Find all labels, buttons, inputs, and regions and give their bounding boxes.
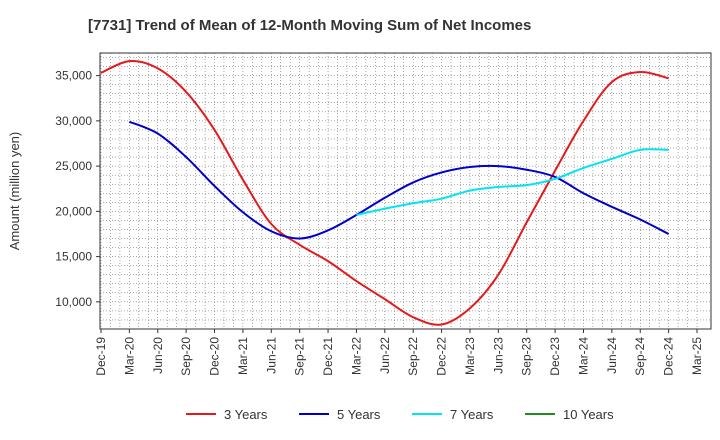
y-axis-ticks: 10,000 15,000 20,000 25,000 30,000 35,000 <box>55 69 100 309</box>
x-tick-label: Dec-22 <box>435 337 449 376</box>
y-tick-label: 25,000 <box>55 159 92 173</box>
y-axis-label: Amount (million yen) <box>7 132 22 251</box>
y-tick-label: 35,000 <box>55 69 92 83</box>
y-tick-label: 15,000 <box>55 250 92 264</box>
x-axis-ticks: Dec-19 Mar-20 Jun-20 Sep-20 Dec-20 Mar-21 Jun-… <box>94 329 704 376</box>
x-tick-label: Mar-25 <box>690 337 704 375</box>
series-line-3-years <box>100 60 669 326</box>
x-tick-label: Dec-24 <box>662 337 676 376</box>
x-tick-label: Mar-21 <box>236 337 250 375</box>
x-tick-label: Mar-22 <box>349 337 363 375</box>
x-tick-label: Sep-21 <box>293 337 307 376</box>
x-tick-label: Jun-21 <box>264 337 278 374</box>
chart-title: [7731] Trend of Mean of 12-Month Moving … <box>88 17 531 34</box>
x-tick-label: Sep-20 <box>179 337 193 376</box>
x-tick-label: Jun-20 <box>151 337 165 374</box>
x-tick-label: Dec-19 <box>94 337 108 376</box>
legend-label-7-years: 7 Years <box>450 407 494 422</box>
y-tick-label: 20,000 <box>55 204 92 218</box>
x-tick-label: Mar-23 <box>463 337 477 375</box>
plot-area <box>99 52 712 330</box>
x-tick-label: Dec-23 <box>548 337 562 376</box>
y-tick-label: 30,000 <box>55 114 92 128</box>
x-tick-label: Sep-22 <box>406 337 420 376</box>
series-lines <box>100 60 670 326</box>
x-tick-label: Dec-21 <box>321 337 335 376</box>
x-tick-label: Sep-24 <box>633 337 647 376</box>
x-tick-label: Dec-20 <box>208 337 222 376</box>
x-tick-label: Mar-20 <box>122 337 136 375</box>
x-tick-label: Mar-24 <box>576 337 590 375</box>
legend-label-3-years: 3 Years <box>224 407 268 422</box>
legend-label-10-years: 10 Years <box>563 407 614 422</box>
series-line-5-years <box>128 120 670 240</box>
x-tick-label: Jun-22 <box>378 337 392 374</box>
series-line-7-years <box>356 148 669 216</box>
legend-label-5-years: 5 Years <box>337 407 381 422</box>
x-tick-label: Sep-23 <box>520 337 534 376</box>
x-tick-label: Jun-24 <box>605 337 619 374</box>
grid <box>100 53 711 330</box>
y-tick-label: 10,000 <box>55 295 92 309</box>
legend: 3 Years 5 Years 7 Years 10 Years <box>186 407 614 422</box>
x-tick-label: Jun-23 <box>491 337 505 374</box>
